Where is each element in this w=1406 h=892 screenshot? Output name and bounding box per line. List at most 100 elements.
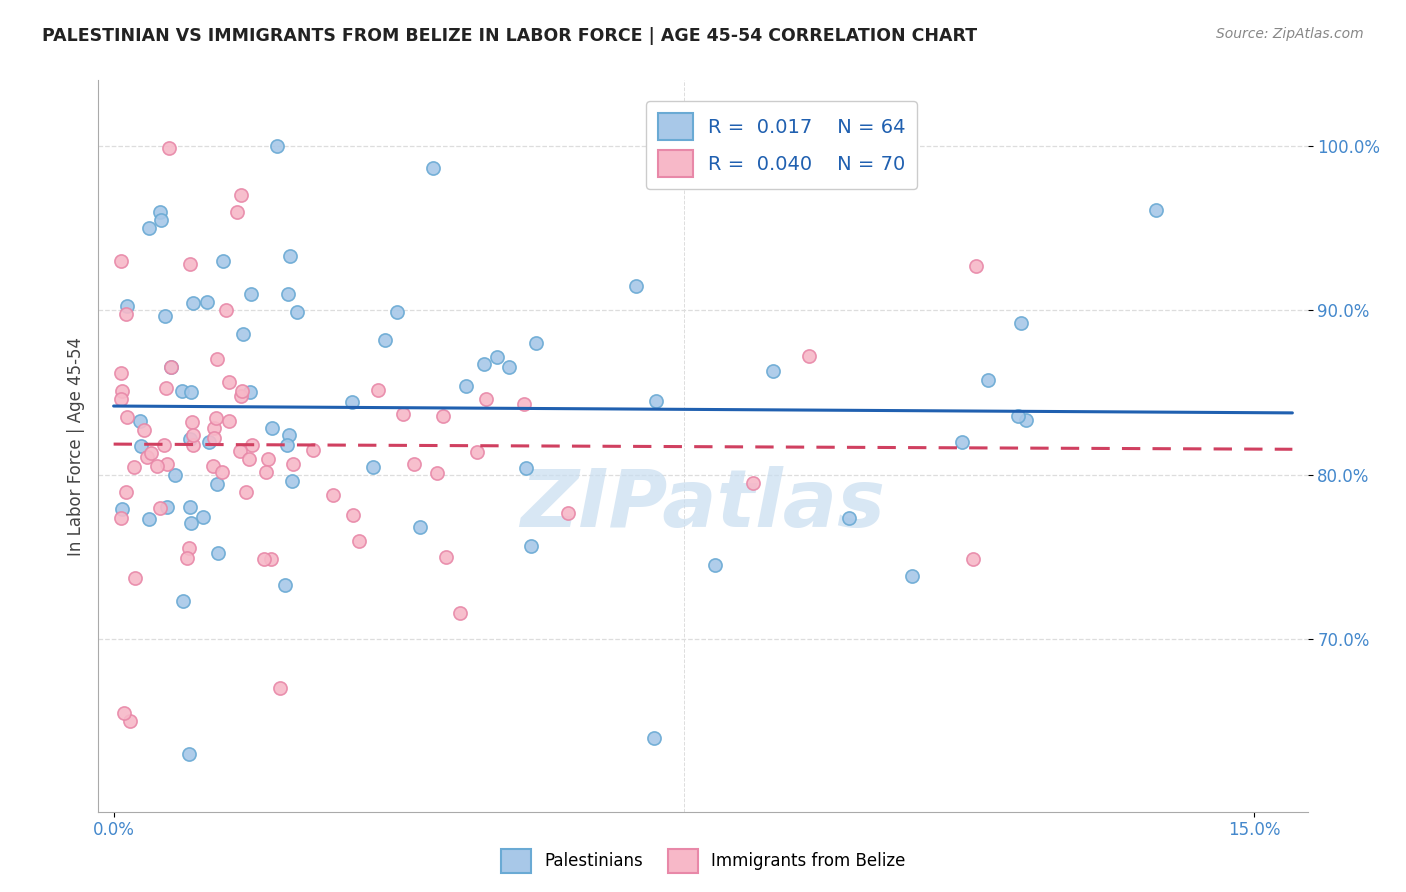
Point <box>269 681 291 696</box>
Point <box>474 357 496 371</box>
Y-axis label: In Labor Force | Age 45-54: In Labor Force | Age 45-54 <box>66 336 84 556</box>
Point <box>160 359 183 374</box>
Point <box>124 571 146 585</box>
Point <box>426 466 449 480</box>
Legend: R =  0.017    N = 64, R =  0.040    N = 70: R = 0.017 N = 64, R = 0.040 N = 70 <box>645 101 917 189</box>
Point <box>498 360 520 375</box>
Point <box>110 254 132 268</box>
Point <box>240 286 263 301</box>
Point <box>229 444 252 458</box>
Point <box>624 279 647 293</box>
Point <box>218 375 240 389</box>
Point <box>226 204 249 219</box>
Point <box>838 511 860 525</box>
Point <box>965 260 987 274</box>
Point <box>361 459 384 474</box>
Point <box>180 415 202 429</box>
Point <box>557 506 579 520</box>
Legend: Palestinians, Immigrants from Belize: Palestinians, Immigrants from Belize <box>494 842 912 880</box>
Point <box>111 502 134 516</box>
Point <box>134 423 156 437</box>
Point <box>302 442 325 457</box>
Point <box>146 459 169 474</box>
Point <box>977 373 1000 387</box>
Point <box>762 364 785 378</box>
Point <box>347 534 370 549</box>
Point <box>195 294 218 309</box>
Point <box>115 299 138 313</box>
Point <box>160 359 183 374</box>
Point <box>205 352 228 367</box>
Text: PALESTINIAN VS IMMIGRANTS FROM BELIZE IN LABOR FORCE | AGE 45-54 CORRELATION CHA: PALESTINIAN VS IMMIGRANTS FROM BELIZE IN… <box>42 27 977 45</box>
Point <box>240 438 263 452</box>
Point <box>207 546 229 560</box>
Point <box>1010 316 1032 330</box>
Point <box>449 606 471 620</box>
Point <box>198 435 221 450</box>
Point <box>260 551 283 566</box>
Point <box>524 335 547 350</box>
Point <box>180 385 202 400</box>
Point <box>285 305 308 319</box>
Point <box>181 427 204 442</box>
Point <box>153 309 176 323</box>
Point <box>465 444 488 458</box>
Point <box>211 465 233 479</box>
Point <box>155 381 177 395</box>
Point <box>110 367 132 381</box>
Point <box>1015 413 1038 427</box>
Point <box>231 188 253 202</box>
Point <box>149 501 172 516</box>
Point <box>281 457 304 471</box>
Point <box>367 383 389 397</box>
Point <box>515 460 537 475</box>
Point <box>138 221 160 235</box>
Point <box>129 439 152 453</box>
Point <box>277 287 299 301</box>
Point <box>645 393 668 408</box>
Point <box>260 421 283 435</box>
Point <box>176 551 198 566</box>
Point <box>180 516 202 530</box>
Point <box>432 409 454 423</box>
Point <box>900 569 922 583</box>
Point <box>474 392 496 407</box>
Point <box>149 204 172 219</box>
Text: ZIPatlas: ZIPatlas <box>520 466 886 543</box>
Point <box>266 139 288 153</box>
Point <box>179 500 201 514</box>
Point <box>281 475 304 489</box>
Point <box>112 706 135 720</box>
Point <box>115 409 138 424</box>
Point <box>513 397 536 411</box>
Point <box>183 438 205 452</box>
Point <box>340 395 363 409</box>
Point <box>799 349 821 363</box>
Point <box>122 459 145 474</box>
Text: Source: ZipAtlas.com: Source: ZipAtlas.com <box>1216 27 1364 41</box>
Point <box>110 392 132 407</box>
Point <box>172 593 194 607</box>
Point <box>239 385 262 400</box>
Point <box>229 388 252 402</box>
Point <box>1007 409 1029 423</box>
Point <box>322 488 344 502</box>
Point <box>235 485 257 500</box>
Point <box>129 414 152 428</box>
Point <box>181 296 204 310</box>
Point <box>207 476 229 491</box>
Point <box>434 549 457 564</box>
Point <box>703 558 725 573</box>
Point <box>278 427 301 442</box>
Point <box>155 457 177 471</box>
Point <box>170 384 193 398</box>
Point <box>278 249 301 263</box>
Point <box>204 410 226 425</box>
Point <box>202 459 225 474</box>
Point <box>422 161 444 176</box>
Point <box>165 468 187 483</box>
Point <box>114 485 136 500</box>
Point <box>950 434 973 449</box>
Point <box>202 432 225 446</box>
Point <box>342 508 364 522</box>
